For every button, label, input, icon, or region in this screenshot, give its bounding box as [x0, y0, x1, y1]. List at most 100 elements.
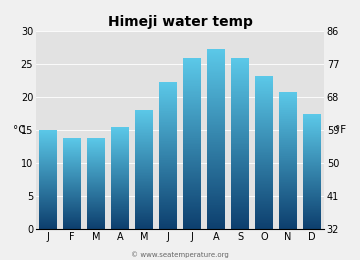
Bar: [207, 139, 225, 140]
Bar: [63, 163, 81, 164]
Bar: [39, 211, 57, 212]
Bar: [207, 114, 225, 115]
Bar: [183, 161, 201, 162]
Bar: [159, 144, 177, 145]
Bar: [183, 193, 201, 194]
Bar: [135, 214, 153, 215]
Bar: [111, 160, 129, 161]
Bar: [183, 194, 201, 195]
Bar: [183, 167, 201, 168]
Bar: [255, 226, 273, 227]
Bar: [63, 183, 81, 184]
Bar: [207, 92, 225, 93]
Bar: [183, 218, 201, 219]
Bar: [135, 205, 153, 206]
Bar: [135, 213, 153, 214]
Bar: [231, 60, 249, 61]
Bar: [207, 185, 225, 186]
Bar: [135, 121, 153, 122]
Bar: [255, 175, 273, 176]
Bar: [207, 118, 225, 119]
Bar: [255, 125, 273, 126]
Bar: [207, 129, 225, 130]
Bar: [87, 213, 105, 214]
Bar: [39, 148, 57, 149]
Bar: [135, 155, 153, 156]
Bar: [135, 191, 153, 192]
Bar: [207, 193, 225, 194]
Bar: [279, 166, 297, 167]
Bar: [183, 143, 201, 144]
Bar: [255, 205, 273, 206]
Bar: [207, 151, 225, 152]
Bar: [231, 58, 249, 59]
Bar: [159, 99, 177, 100]
Bar: [303, 164, 321, 165]
Bar: [159, 82, 177, 83]
Bar: [63, 172, 81, 173]
Bar: [87, 221, 105, 222]
Bar: [303, 179, 321, 180]
Bar: [159, 100, 177, 101]
Bar: [135, 212, 153, 213]
Bar: [87, 197, 105, 198]
Bar: [183, 213, 201, 214]
Bar: [111, 216, 129, 217]
Bar: [255, 105, 273, 106]
Bar: [231, 115, 249, 116]
Bar: [159, 214, 177, 215]
Bar: [111, 221, 129, 222]
Bar: [279, 97, 297, 98]
Bar: [159, 225, 177, 226]
Bar: [207, 161, 225, 162]
Bar: [279, 95, 297, 96]
Bar: [255, 90, 273, 91]
Bar: [207, 198, 225, 199]
Bar: [183, 99, 201, 100]
Bar: [63, 208, 81, 209]
Bar: [135, 183, 153, 184]
Bar: [135, 209, 153, 210]
Bar: [255, 81, 273, 82]
Bar: [231, 181, 249, 182]
Bar: [135, 162, 153, 163]
Bar: [63, 139, 81, 140]
Bar: [279, 171, 297, 172]
Bar: [231, 211, 249, 212]
Bar: [39, 160, 57, 161]
Bar: [255, 84, 273, 85]
Bar: [207, 94, 225, 95]
Bar: [183, 124, 201, 125]
Bar: [231, 89, 249, 90]
Bar: [39, 150, 57, 151]
Bar: [111, 155, 129, 156]
Bar: [39, 142, 57, 143]
Bar: [159, 128, 177, 129]
Bar: [231, 215, 249, 216]
Bar: [279, 145, 297, 146]
Bar: [279, 221, 297, 222]
Bar: [39, 141, 57, 142]
Bar: [39, 186, 57, 187]
Bar: [207, 66, 225, 67]
Bar: [39, 137, 57, 138]
Bar: [183, 211, 201, 212]
Bar: [87, 161, 105, 162]
Bar: [111, 200, 129, 201]
Bar: [111, 156, 129, 157]
Bar: [135, 184, 153, 185]
Bar: [231, 137, 249, 138]
Bar: [231, 219, 249, 220]
Bar: [303, 130, 321, 131]
Bar: [183, 156, 201, 157]
Bar: [39, 182, 57, 183]
Bar: [255, 82, 273, 83]
Bar: [183, 152, 201, 153]
Bar: [159, 197, 177, 198]
Bar: [135, 140, 153, 141]
Bar: [159, 164, 177, 165]
Bar: [279, 222, 297, 223]
Bar: [255, 156, 273, 157]
Bar: [279, 147, 297, 148]
Bar: [159, 102, 177, 103]
